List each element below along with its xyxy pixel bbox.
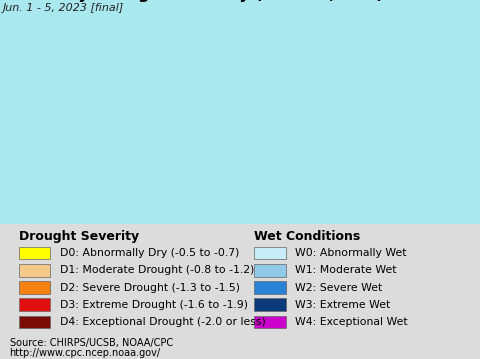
Bar (254, 281, 286, 294)
Bar (254, 298, 286, 311)
Text: Jun. 1 - 5, 2023 [final]: Jun. 1 - 5, 2023 [final] (2, 3, 124, 13)
Text: D1: Moderate Drought (-0.8 to -1.2): D1: Moderate Drought (-0.8 to -1.2) (60, 265, 254, 275)
Text: W1: Moderate Wet: W1: Moderate Wet (295, 265, 396, 275)
Text: Wet Conditions: Wet Conditions (254, 230, 360, 243)
Text: Drought Severity: Drought Severity (19, 230, 139, 243)
Bar (254, 264, 286, 277)
Text: http://www.cpc.ncep.noaa.gov/: http://www.cpc.ncep.noaa.gov/ (10, 349, 161, 359)
Text: D0: Abnormally Dry (-0.5 to -0.7): D0: Abnormally Dry (-0.5 to -0.7) (60, 248, 240, 258)
Bar (19, 298, 50, 311)
Text: SPI 5-Day Drought Severity (CHIRPS, CPC): SPI 5-Day Drought Severity (CHIRPS, CPC) (2, 0, 384, 1)
Text: W3: Extreme Wet: W3: Extreme Wet (295, 300, 390, 310)
Text: D2: Severe Drought (-1.3 to -1.5): D2: Severe Drought (-1.3 to -1.5) (60, 283, 240, 293)
Bar (254, 247, 286, 260)
Bar (254, 316, 286, 328)
Text: W2: Severe Wet: W2: Severe Wet (295, 283, 383, 293)
Text: Source: CHIRPS/UCSB, NOAA/CPC: Source: CHIRPS/UCSB, NOAA/CPC (10, 338, 173, 348)
Bar (19, 281, 50, 294)
Text: W4: Exceptional Wet: W4: Exceptional Wet (295, 317, 408, 327)
Text: D4: Exceptional Drought (-2.0 or less): D4: Exceptional Drought (-2.0 or less) (60, 317, 266, 327)
Text: W0: Abnormally Wet: W0: Abnormally Wet (295, 248, 407, 258)
Bar (19, 316, 50, 328)
Text: D3: Extreme Drought (-1.6 to -1.9): D3: Extreme Drought (-1.6 to -1.9) (60, 300, 248, 310)
Bar (19, 247, 50, 260)
Bar (19, 264, 50, 277)
